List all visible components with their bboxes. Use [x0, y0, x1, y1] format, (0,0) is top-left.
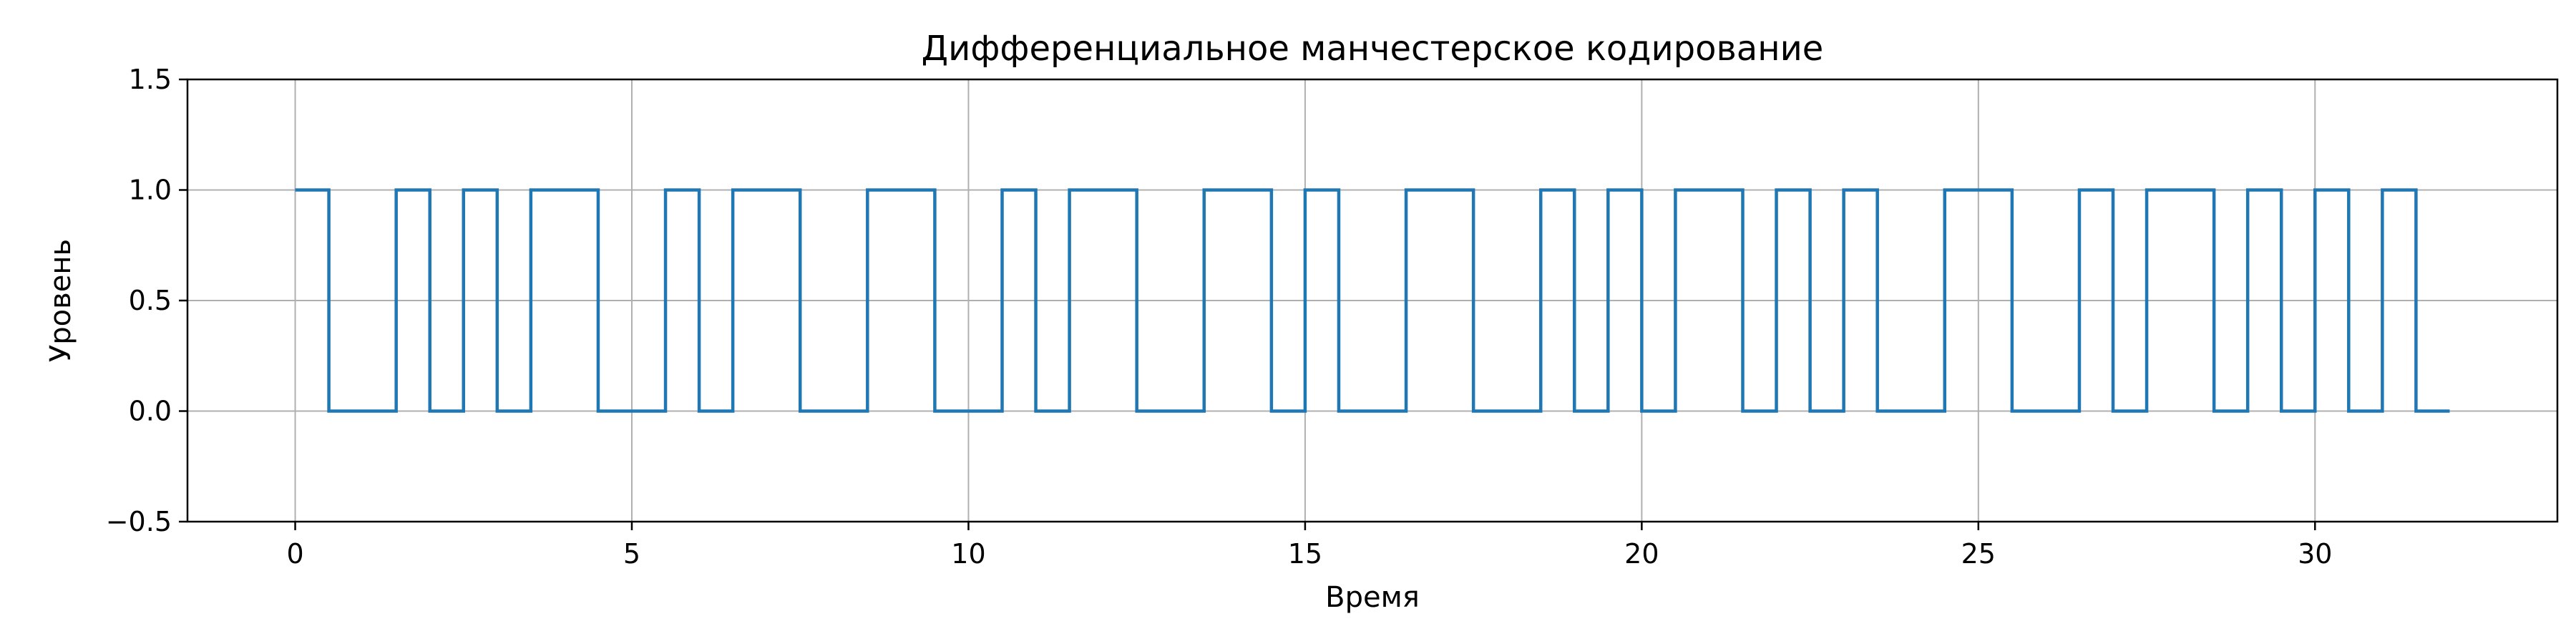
ticks: 0 5 10 15 20 25 30 −0.5 0.0 0.5 1.0 1.5: [106, 64, 2333, 570]
series-line: [295, 188, 2450, 413]
x-tick-label: 10: [951, 538, 985, 570]
y-axis-label: Уровень: [44, 239, 77, 362]
x-tick-label: 15: [1288, 538, 1322, 570]
y-tick-label: 0.0: [129, 396, 172, 427]
x-tick-label: 20: [1624, 538, 1659, 570]
y-tick-label: 1.0: [129, 175, 172, 206]
x-tick-label: 5: [623, 538, 640, 570]
x-tick-label: 30: [2298, 538, 2332, 570]
x-axis-label: Время: [1325, 581, 1420, 614]
chart-title: Дифференциальное манчестерское кодирован…: [922, 29, 1824, 69]
y-tick-label: 1.5: [129, 64, 172, 95]
x-tick-label: 25: [1961, 538, 1996, 570]
x-tick-label: 0: [286, 538, 303, 570]
y-tick-label: −0.5: [106, 506, 172, 537]
series-layer: [295, 188, 2450, 413]
y-tick-label: 0.5: [129, 285, 172, 316]
